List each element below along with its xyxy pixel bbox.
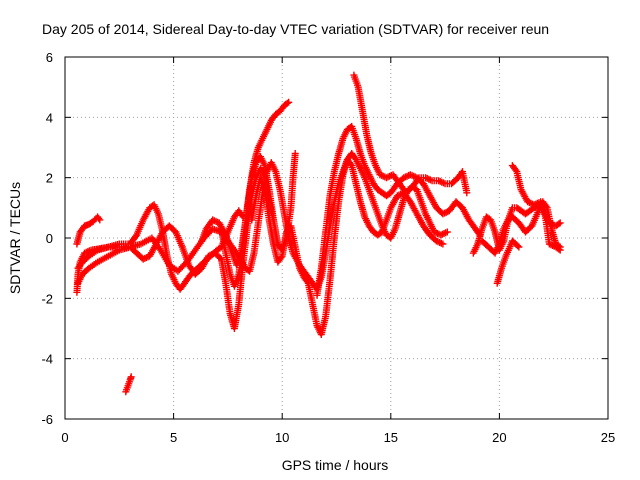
x-tick-label: 25	[601, 430, 615, 445]
axis-ticks: 0 5 10 15 20 25 -6 -4 -2 0 2 4 6	[41, 50, 615, 445]
y-tick-label: -2	[41, 291, 53, 306]
x-tick-label: 10	[275, 430, 289, 445]
series-markers-track-a	[73, 213, 104, 248]
y-tick-label: 0	[46, 231, 53, 246]
series-track-l	[493, 237, 523, 287]
series-markers-track-n	[122, 373, 135, 396]
x-tick-label: 0	[61, 430, 68, 445]
x-tick-label: 5	[170, 430, 177, 445]
data-series-layer	[73, 71, 564, 396]
x-tick-label: 15	[384, 430, 398, 445]
y-tick-label: -4	[41, 352, 53, 367]
y-tick-label: -6	[41, 412, 53, 427]
x-tick-label: 20	[492, 430, 506, 445]
y-axis-label: SDTVAR / TECUs	[7, 182, 23, 294]
series-track-n	[122, 373, 135, 396]
series-track-m	[508, 162, 564, 254]
series-markers-track-i	[350, 71, 471, 197]
chart-title: Day 205 of 2014, Sidereal Day-to-day VTE…	[42, 21, 549, 37]
series-markers-track-m	[508, 162, 564, 254]
y-tick-label: 6	[46, 50, 53, 65]
x-axis-label: GPS time / hours	[282, 457, 389, 473]
y-tick-label: 2	[46, 171, 53, 186]
series-track-a	[73, 213, 104, 248]
y-tick-label: 4	[46, 110, 53, 125]
series-track-i	[350, 71, 471, 197]
series-markers-track-l	[493, 237, 523, 287]
